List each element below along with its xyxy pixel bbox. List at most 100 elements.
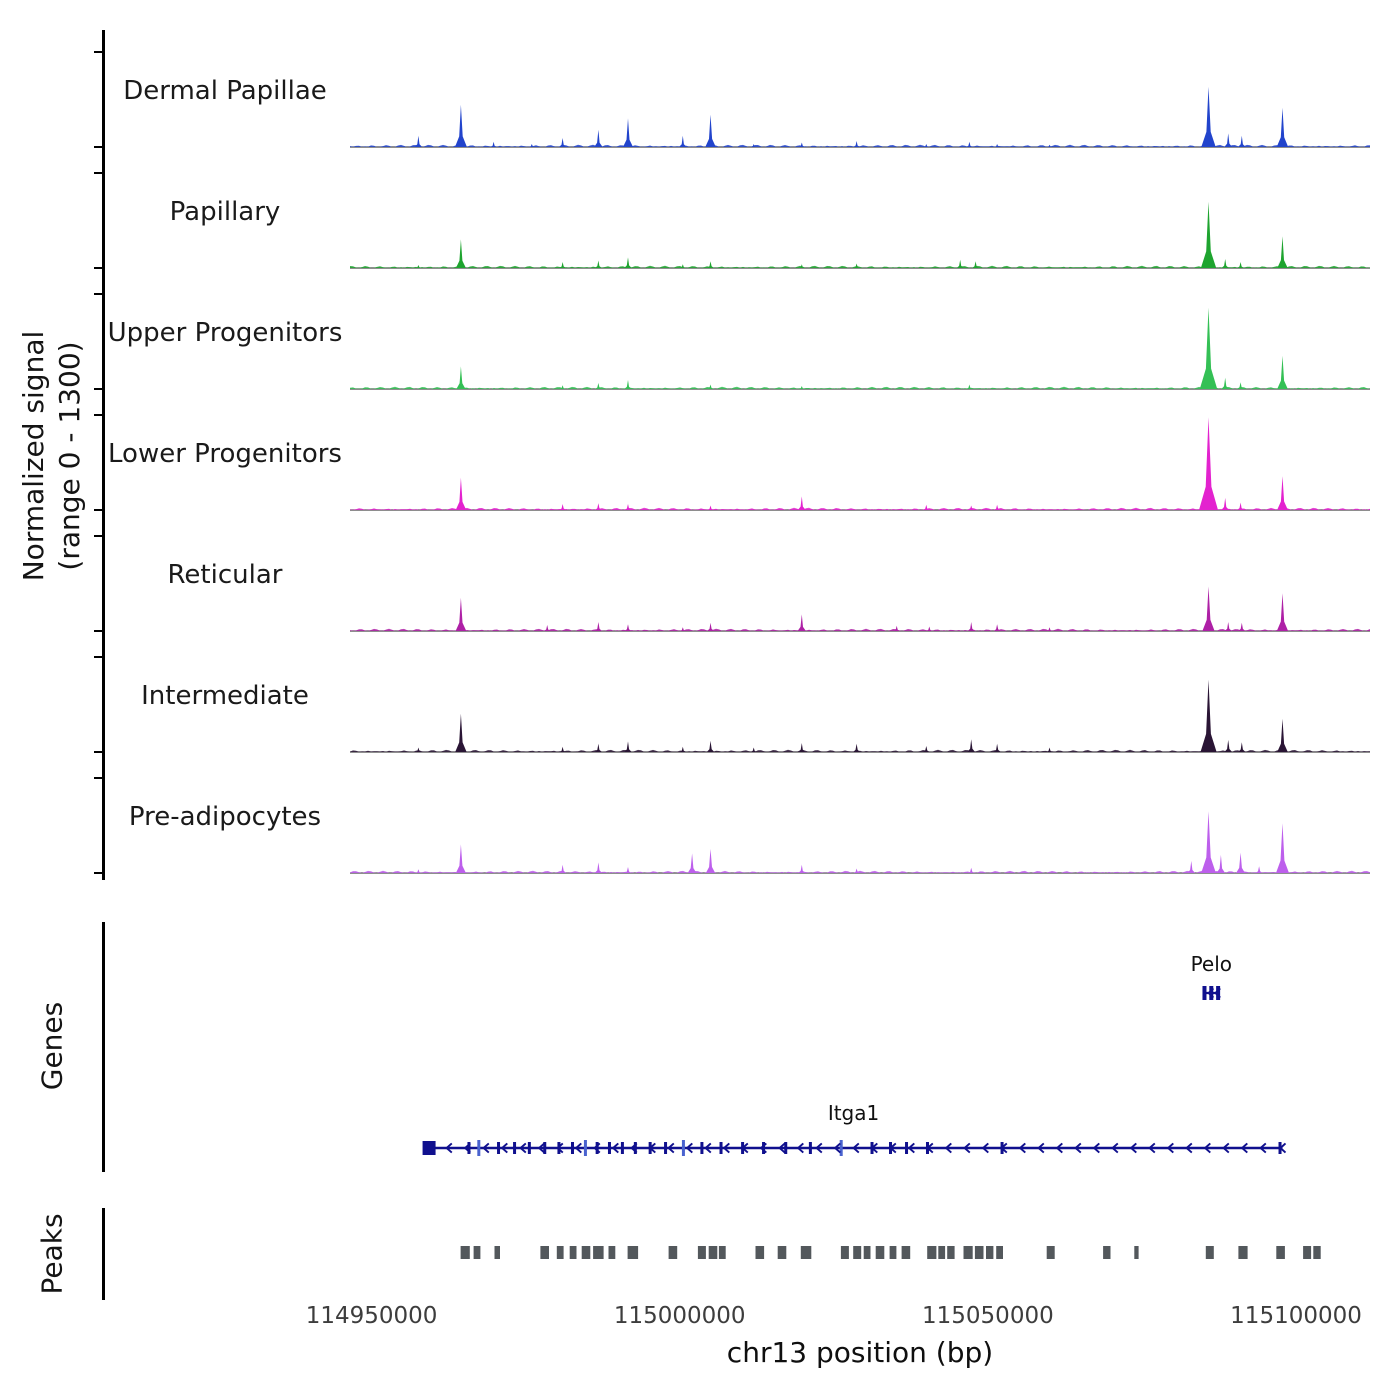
signal-y-axis-line xyxy=(102,30,105,880)
gene-exon-itga1 xyxy=(477,1140,481,1156)
signal-track-upper-progenitors xyxy=(350,307,1370,390)
y-axis-title: Normalized signal (range 0 - 1300) xyxy=(16,331,88,582)
gene-exon-itga1 xyxy=(570,1142,574,1154)
gene-exon-itga1 xyxy=(583,1140,587,1156)
signal-track-lower-progenitors xyxy=(350,417,1370,511)
gene-exon-itga1 xyxy=(497,1142,501,1154)
signal-axis-tick xyxy=(94,535,103,537)
signal-track-papillary xyxy=(350,201,1370,269)
track-label-lower-progenitors: Lower Progenitors xyxy=(108,439,342,469)
gene-exon-itga1 xyxy=(620,1142,624,1154)
gene-strand-arrows-icon xyxy=(445,1142,1287,1154)
called-peak xyxy=(1303,1246,1312,1259)
called-peak xyxy=(755,1246,765,1259)
called-peak xyxy=(1205,1246,1214,1259)
gene-label-itga1: Itga1 xyxy=(828,1101,879,1125)
gene-exon-itga1 xyxy=(808,1142,812,1154)
x-axis-tick-label-1: 115000000 xyxy=(613,1303,746,1329)
signal-axis-tick xyxy=(94,388,103,390)
track-label-intermediate: Intermediate xyxy=(141,681,309,711)
called-peak xyxy=(593,1246,604,1259)
gene-strand-arrow-icon xyxy=(1213,987,1221,999)
gene-exon-itga1 xyxy=(700,1142,704,1154)
signal-axis-tick xyxy=(94,172,103,174)
signal-axis-tick xyxy=(94,751,103,753)
y-axis-title-line1: Normalized signal xyxy=(17,330,50,582)
called-peak xyxy=(1046,1246,1055,1259)
called-peak xyxy=(708,1246,718,1259)
called-peak xyxy=(1134,1246,1139,1259)
gene-exon-itga1 xyxy=(527,1142,531,1154)
signal-axis-tick xyxy=(94,267,103,269)
called-peak xyxy=(986,1246,994,1259)
gene-exon-itga1 xyxy=(905,1142,909,1154)
gene-exon-pelo xyxy=(1209,986,1214,1000)
peaks-y-axis-line xyxy=(102,1208,105,1300)
track-label-pre-adipocytes: Pre-adipocytes xyxy=(128,802,322,832)
signal-axis-tick xyxy=(94,777,103,779)
gene-exon-itga1 xyxy=(427,1142,431,1154)
gene-exon-itga1 xyxy=(664,1142,668,1154)
called-peak xyxy=(668,1246,678,1259)
called-peak xyxy=(1276,1246,1285,1259)
gene-exon-itga1 xyxy=(633,1142,637,1154)
signal-axis-tick xyxy=(94,509,103,511)
gene-exon-itga1 xyxy=(467,1142,471,1154)
called-peak xyxy=(1313,1246,1321,1259)
genes-y-axis-line xyxy=(102,922,105,1172)
called-peak xyxy=(1103,1246,1111,1259)
called-peak xyxy=(556,1246,564,1259)
signal-axis-tick xyxy=(94,872,103,874)
signal-track-reticular xyxy=(350,586,1370,632)
called-peak xyxy=(800,1246,812,1259)
gene-exon-itga1 xyxy=(543,1142,547,1154)
gene-exon-itga1 xyxy=(784,1142,788,1154)
called-peak xyxy=(569,1246,577,1259)
peaks-section-label: Peaks xyxy=(35,1213,69,1295)
signal-axis-tick xyxy=(94,656,103,658)
gene-exon-itga1 xyxy=(595,1142,599,1154)
called-peak xyxy=(853,1246,862,1259)
x-axis-title: chr13 position (bp) xyxy=(726,1336,994,1369)
x-axis-tick-label-3: 115100000 xyxy=(1230,1303,1362,1329)
signal-axis-tick xyxy=(94,146,103,148)
called-peak xyxy=(996,1246,1003,1259)
called-peak xyxy=(581,1246,591,1259)
called-peak xyxy=(974,1246,984,1259)
called-peak xyxy=(494,1246,500,1259)
gene-label-pelo: Pelo xyxy=(1191,952,1232,976)
genes-track: Pelo Itga1 xyxy=(422,952,1287,1156)
signal-axis-tick xyxy=(94,293,103,295)
genes-section-label: Genes xyxy=(35,1001,69,1091)
gene-strand-arrow-icon xyxy=(1207,987,1215,999)
called-peak xyxy=(718,1246,726,1259)
signal-track-pre-adipocytes xyxy=(350,811,1370,874)
x-axis-tick-label-2: 115050000 xyxy=(922,1303,1054,1329)
called-peak xyxy=(889,1246,897,1259)
gene-exon-pelo xyxy=(1216,986,1221,1000)
signal-axis-tick xyxy=(94,630,103,632)
called-peak xyxy=(947,1246,955,1259)
gene-exon-pelo xyxy=(1202,986,1207,1000)
signal-axis-tick xyxy=(94,414,103,416)
peaks-track xyxy=(460,1246,1321,1259)
track-label-reticular: Reticular xyxy=(167,560,283,590)
x-axis-tick-label-0: 114950000 xyxy=(305,1303,438,1329)
gene-exon-itga1 xyxy=(513,1142,517,1154)
called-peak xyxy=(901,1246,911,1259)
gene-exon-itga1 xyxy=(607,1142,611,1154)
called-peak xyxy=(460,1246,470,1259)
called-peak xyxy=(608,1246,616,1259)
called-peak xyxy=(840,1246,849,1259)
called-peak xyxy=(1238,1246,1248,1259)
called-peak xyxy=(875,1246,885,1259)
track-label-dermal-papillae: Dermal Papillae xyxy=(123,76,327,106)
called-peak xyxy=(627,1246,639,1259)
gene-exon-itga1 xyxy=(719,1142,723,1154)
y-axis-title-line2: (range 0 - 1300) xyxy=(53,341,86,571)
signal-axis-tick xyxy=(94,51,103,53)
called-peak xyxy=(938,1246,946,1259)
called-peak xyxy=(697,1246,706,1259)
called-peak xyxy=(963,1246,973,1259)
